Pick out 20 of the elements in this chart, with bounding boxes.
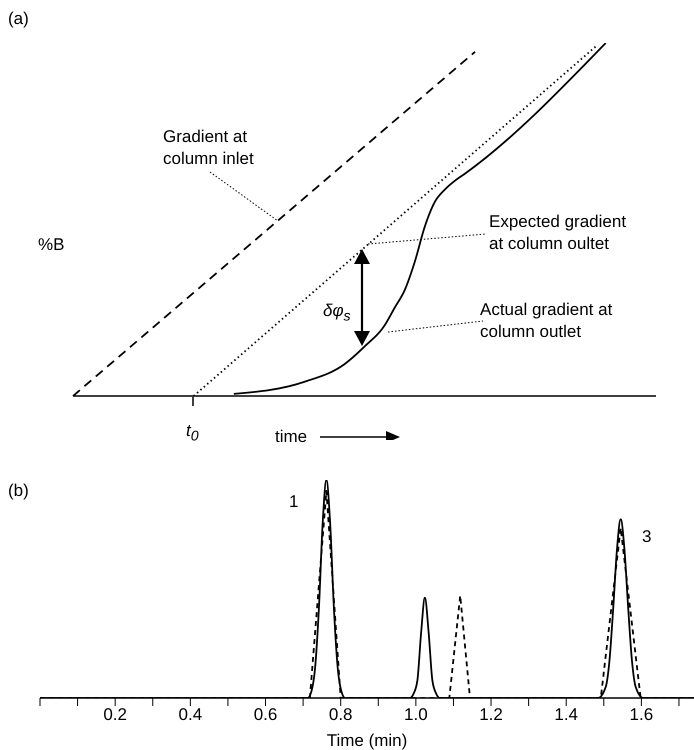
x-axis-title: Time (min): [326, 731, 408, 750]
annotation: Gradient at column inlet: [163, 126, 254, 170]
annotation: 3: [642, 526, 652, 548]
annotation: 1: [289, 491, 298, 513]
annotation: Expected gradient at column oultet: [489, 211, 626, 255]
x-axis-title: time: [275, 426, 308, 448]
x-tick-label: 0.6: [254, 705, 278, 724]
chart-title: (b): [8, 480, 29, 502]
x-tick-label: 1.6: [630, 705, 654, 724]
annotation: Actual gradient at column outlet: [480, 299, 612, 343]
annotation: δφ$_{s}$: [323, 300, 351, 326]
x-tick-label: 1.0: [404, 705, 428, 724]
x-tick-label: 1.2: [479, 705, 503, 724]
x-tick-label: 0.4: [178, 705, 202, 724]
y-axis-title: %B: [38, 234, 64, 256]
chart-title: (a): [8, 8, 29, 30]
x-tick-label: 1.4: [554, 705, 578, 724]
x-tick-label: 0.2: [103, 705, 127, 724]
x-tick-label: 0.8: [328, 705, 353, 724]
text: t$_{0}$: [186, 420, 199, 446]
